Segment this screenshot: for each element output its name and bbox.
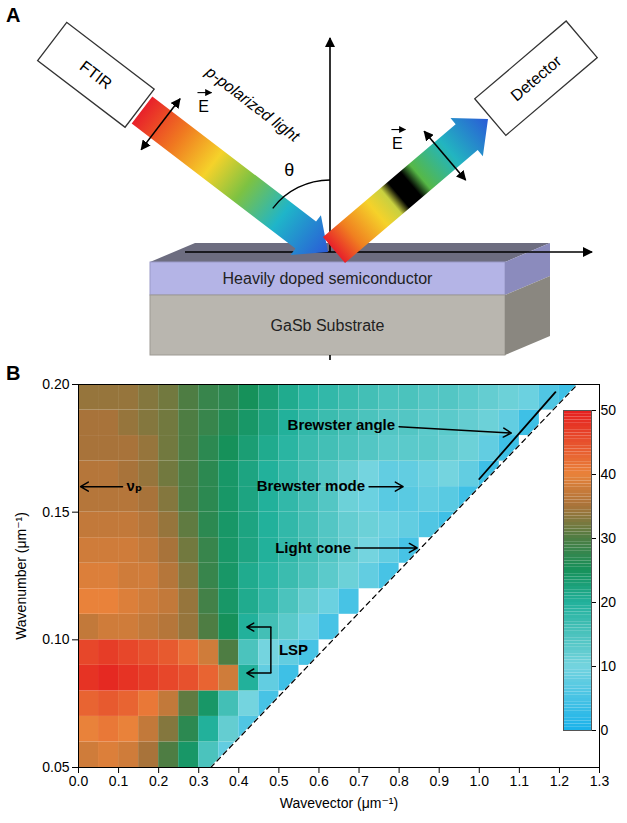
- svg-text:Detector: Detector: [507, 52, 565, 105]
- svg-text:0.1: 0.1: [109, 773, 129, 789]
- svg-text:0.7: 0.7: [349, 773, 369, 789]
- svg-text:LSP: LSP: [279, 641, 308, 658]
- svg-text:0.20: 0.20: [42, 376, 69, 392]
- svg-text:1.1: 1.1: [510, 773, 530, 789]
- svg-text:0.8: 0.8: [389, 773, 409, 789]
- svg-text:0.0: 0.0: [69, 773, 89, 789]
- svg-text:0.2: 0.2: [149, 773, 169, 789]
- svg-text:E: E: [198, 98, 209, 115]
- svg-text:0.05: 0.05: [42, 759, 69, 775]
- svg-text:0.6: 0.6: [309, 773, 329, 789]
- svg-text:θ: θ: [284, 160, 294, 180]
- svg-text:νₚ: νₚ: [127, 477, 143, 494]
- svg-text:0.9: 0.9: [429, 773, 449, 789]
- svg-text:0.10: 0.10: [42, 631, 69, 647]
- svg-text:Brewster mode: Brewster mode: [257, 477, 365, 494]
- svg-text:E: E: [392, 135, 403, 152]
- svg-text:0: 0: [601, 722, 609, 738]
- svg-text:10: 10: [601, 658, 617, 674]
- svg-text:0.15: 0.15: [42, 504, 69, 520]
- html-text:B: B: [6, 362, 21, 384]
- svg-text:Light cone: Light cone: [275, 539, 351, 556]
- svg-text:p-polarized light: p-polarized light: [202, 62, 303, 145]
- svg-text:FTIR: FTIR: [77, 57, 116, 92]
- svg-text:40: 40: [601, 466, 617, 482]
- svg-text:Brewster angle: Brewster angle: [288, 416, 396, 433]
- svg-text:1.2: 1.2: [550, 773, 570, 789]
- svg-text:30: 30: [601, 530, 617, 546]
- svg-text:1.3: 1.3: [590, 773, 610, 789]
- svg-text:50: 50: [601, 402, 617, 418]
- svg-text:0.5: 0.5: [269, 773, 289, 789]
- svg-text:Wavenumber (μm⁻¹): Wavenumber (μm⁻¹): [13, 512, 29, 640]
- svg-text:Heavily doped semiconductor: Heavily doped semiconductor: [223, 270, 434, 287]
- svg-text:1.0: 1.0: [470, 773, 490, 789]
- svg-text:0.3: 0.3: [189, 773, 209, 789]
- svg-text:0.4: 0.4: [229, 773, 249, 789]
- svg-text:20: 20: [601, 594, 617, 610]
- svg-text:Wavevector (μm⁻¹): Wavevector (μm⁻¹): [280, 795, 398, 811]
- svg-text:A: A: [6, 4, 20, 26]
- svg-text:GaSb Substrate: GaSb Substrate: [271, 317, 385, 334]
